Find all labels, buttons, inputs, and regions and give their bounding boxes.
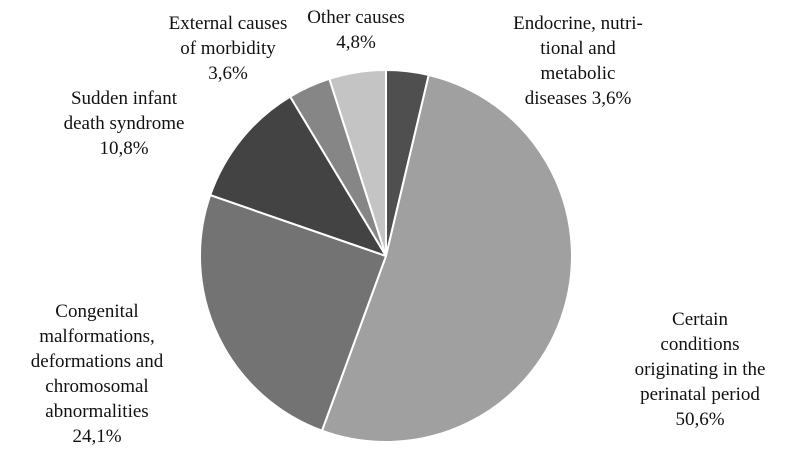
slice-label-line: metabolic <box>541 63 616 84</box>
slice-label: Certain conditions originating in the perin… <box>635 309 766 430</box>
slice-label-line: chromosomal <box>45 376 148 397</box>
slice-label-line: deformations and <box>31 351 164 372</box>
pie-labels: Endocrine, nutri-tional and metabolic dise… <box>31 7 766 447</box>
slice-label-line: conditions <box>660 334 739 355</box>
slice-label-line: malformations, <box>39 326 155 347</box>
slice-label-line: External causes <box>169 13 288 34</box>
slice-label-line: 3,6% <box>208 63 248 84</box>
slice-label-line: diseases 3,6% <box>525 88 632 109</box>
slice-label-line: 4,8% <box>336 32 376 53</box>
slice-label: Endocrine, nutri-tional and metabolic dise… <box>513 13 643 109</box>
slice-label-line: Congenital <box>55 301 138 322</box>
slice-label-line: Endocrine, nutri- <box>513 13 643 34</box>
slice-label-line: Sudden infant <box>71 88 178 109</box>
slice-label-line: of morbidity <box>180 38 276 59</box>
slice-label: External causes of morbidity 3,6% <box>169 13 288 84</box>
slice-label-line: 10,8% <box>99 138 148 159</box>
slice-label-line: 50,6% <box>675 409 724 430</box>
pie-slice <box>321 73 573 443</box>
slice-label: Congenital malformations, deformations and… <box>31 301 164 447</box>
slice-label-line: Certain <box>672 309 728 330</box>
pie-slices <box>199 69 573 443</box>
slice-label-line: originating in the <box>635 359 766 380</box>
slice-label-line: abnormalities <box>45 401 148 422</box>
slice-label-line: perinatal period <box>640 384 760 405</box>
slice-label-line: tional and <box>540 38 616 59</box>
pie-slice <box>209 95 387 257</box>
slice-label-line: Other causes <box>307 7 405 28</box>
slice-label: Other causes 4,8% <box>307 7 405 53</box>
pie-slice <box>328 69 387 257</box>
pie-slice <box>199 194 387 432</box>
slice-label-line: 24,1% <box>72 426 121 447</box>
slice-label-line: death syndrome <box>64 113 185 134</box>
slice-label: Sudden infant death syndrome 10,8% <box>64 88 185 159</box>
